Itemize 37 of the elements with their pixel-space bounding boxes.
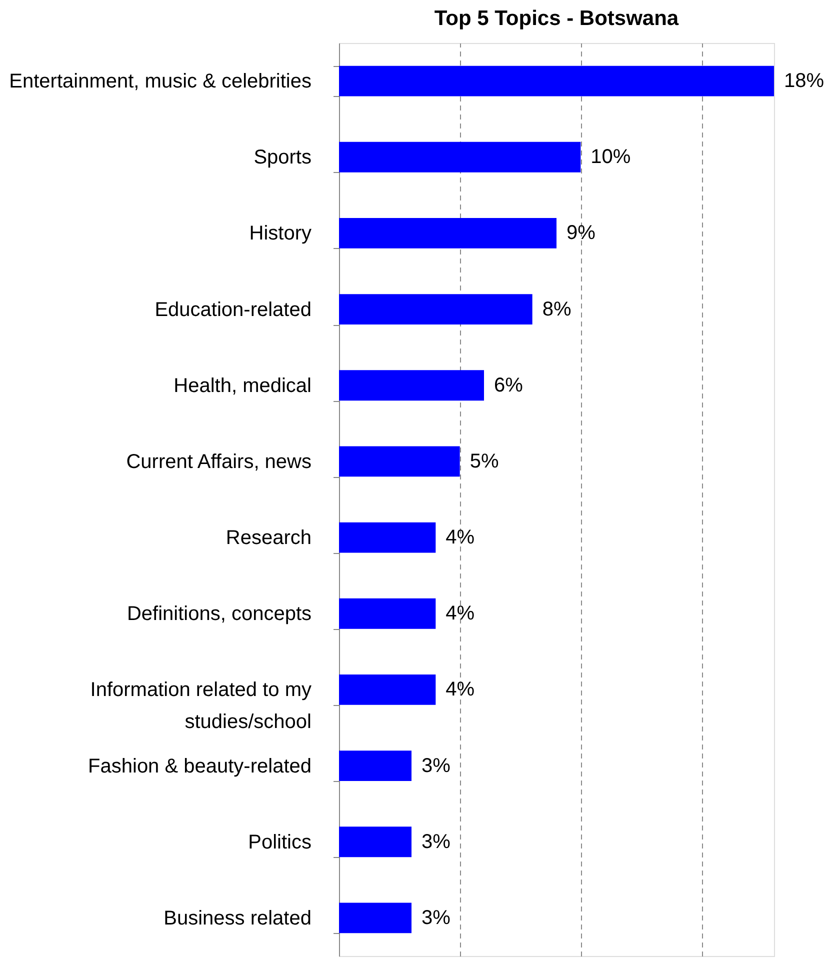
data-label: 9% (566, 222, 596, 244)
bar (339, 826, 412, 858)
bar (339, 370, 484, 401)
data-label: 10% (590, 146, 631, 168)
bar (339, 674, 436, 705)
chart-title: Top 5 Topics - Botswana (434, 7, 679, 30)
y-tick-label: Education-related (154, 298, 312, 321)
y-tick-label: Entertainment, music & celebrities (9, 70, 312, 93)
y-tick-label: History (249, 222, 312, 245)
bar (339, 522, 436, 553)
y-tick-label: Business related (164, 907, 312, 930)
data-label: 8% (542, 298, 572, 320)
y-tick-label: Definitions, concepts (126, 603, 312, 626)
data-label: 3% (422, 754, 451, 777)
bar (339, 294, 532, 325)
y-tick-label: Research (226, 527, 312, 550)
data-label: 3% (422, 830, 451, 853)
bar (339, 142, 581, 172)
y-tick-label: Politics (248, 831, 312, 854)
data-label: 4% (446, 602, 475, 625)
data-label: 4% (446, 678, 475, 701)
bar (339, 446, 460, 477)
y-tick-label: Fashion & beauty-related (88, 755, 312, 778)
bar (339, 66, 774, 96)
y-tick-label: Information related to my studies/school (90, 679, 312, 734)
data-label: 6% (494, 374, 524, 396)
y-tick-label: Health, medical (174, 374, 312, 397)
bar (339, 750, 412, 782)
data-label: 4% (446, 526, 475, 549)
data-label: 3% (422, 906, 451, 929)
data-label: 5% (470, 450, 499, 472)
y-tick-label: Current Affairs, news (126, 450, 312, 473)
bar (339, 598, 436, 629)
data-label: 18% (784, 70, 824, 92)
bar (339, 218, 556, 248)
y-tick-label: Sports (254, 146, 312, 169)
bar (339, 902, 412, 934)
